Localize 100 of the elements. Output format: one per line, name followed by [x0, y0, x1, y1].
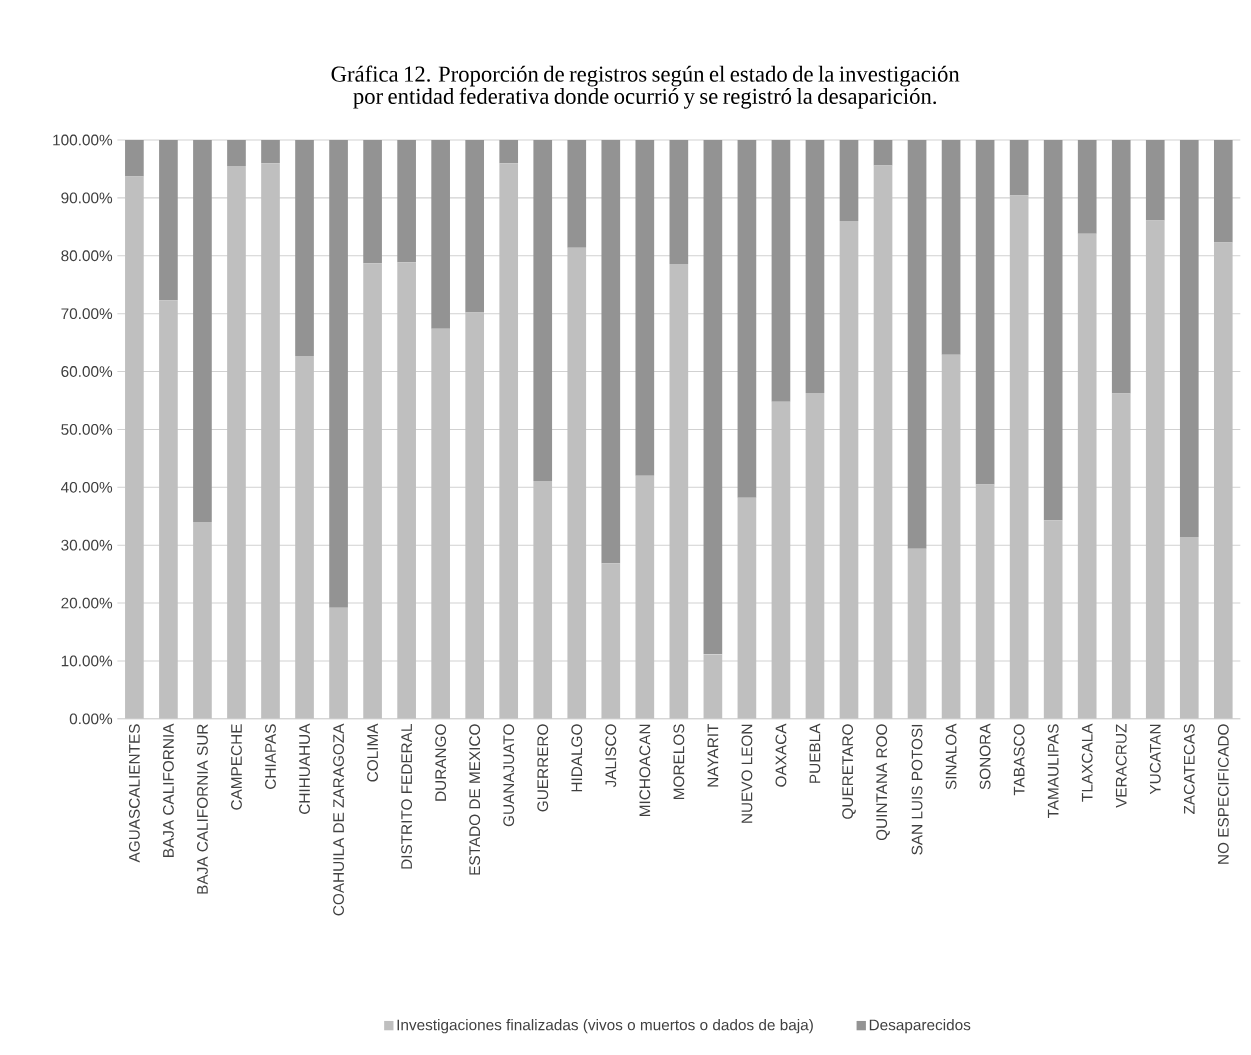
bar	[125, 176, 144, 719]
x-tick-label: ZACATECAS	[1183, 724, 1195, 814]
y-tick-label: 0.00%	[69, 713, 113, 725]
bar	[567, 247, 587, 719]
bar	[839, 140, 859, 222]
bar	[261, 140, 280, 164]
bar	[363, 263, 382, 719]
x-tick-label: NAYARIT	[707, 723, 719, 787]
bar	[1077, 140, 1097, 234]
bar	[941, 354, 961, 719]
x-tick-label: SONORA	[979, 723, 991, 790]
x-tick-label: BAJA CALIFORNIA	[162, 723, 174, 857]
x-tick-label: NO ESPECIFICADO	[1217, 724, 1229, 864]
x-tick-label: TABASCO	[1013, 724, 1025, 796]
bar	[499, 163, 519, 719]
bar	[1179, 537, 1199, 719]
bar	[839, 221, 859, 719]
bar	[975, 140, 995, 485]
bar	[635, 475, 655, 719]
x-tick-label: JALISCO	[605, 724, 617, 788]
bar	[975, 484, 995, 719]
y-tick-label: 60.00%	[61, 366, 113, 378]
bar	[227, 166, 246, 719]
bar	[907, 548, 927, 719]
bar	[227, 140, 246, 167]
bar	[363, 140, 382, 264]
bar	[703, 140, 723, 655]
x-tick-label: GUERRERO	[537, 724, 549, 812]
x-tick-label: YUCATAN	[1149, 724, 1161, 795]
bar	[1009, 140, 1029, 196]
x-tick-label: CAMPECHE	[231, 724, 242, 810]
bar	[329, 140, 348, 608]
x-tick-label: CHIAPAS	[265, 724, 276, 789]
bar	[193, 140, 212, 523]
x-tick-label: COAHUILA DE ZARAGOZA	[333, 723, 344, 916]
bar	[805, 140, 825, 393]
x-tick-label: NUEVO LEON	[741, 724, 753, 823]
x-tick-label: ESTADO DE MEXICO	[469, 724, 481, 875]
y-tick-label: 10.00%	[61, 655, 113, 667]
x-tick-label: VERACRUZ	[1115, 724, 1127, 808]
bar	[703, 654, 723, 719]
bar	[1213, 242, 1233, 719]
x-tick-label: QUERETARO	[842, 724, 856, 819]
bar	[159, 140, 178, 301]
x-tick-label: DURANGO	[435, 724, 447, 801]
x-tick-label: DISTRITO FEDERAL	[401, 724, 413, 869]
bar	[159, 300, 178, 719]
bar	[499, 140, 519, 164]
bar	[567, 140, 587, 248]
bar	[1043, 520, 1063, 719]
bar	[431, 328, 450, 719]
y-tick-label: 50.00%	[61, 424, 113, 435]
bar	[533, 140, 553, 481]
bar	[1145, 140, 1165, 221]
bar	[771, 401, 791, 719]
x-tick-label: MORELOS	[673, 724, 685, 800]
x-tick-label: COLIMA	[367, 723, 379, 782]
bar	[1111, 393, 1131, 719]
bar	[261, 163, 280, 719]
bar	[397, 140, 416, 263]
bar	[1077, 233, 1097, 719]
bar	[873, 140, 893, 166]
y-tick-label: 20.00%	[61, 597, 113, 609]
bar	[1043, 140, 1063, 521]
bar	[1009, 195, 1029, 719]
bar	[431, 140, 450, 329]
bar	[737, 140, 757, 498]
bar	[669, 263, 689, 719]
x-tick-label: OAXACA	[775, 723, 787, 787]
x-tick-label: MICHOACAN	[639, 724, 651, 817]
bar	[907, 140, 927, 549]
x-tick-label: TAMAULIPAS	[1047, 724, 1059, 819]
bar	[635, 140, 655, 476]
x-tick-label: HIDALGO	[571, 724, 583, 792]
bar	[125, 140, 144, 177]
y-tick-label: 70.00%	[61, 308, 113, 320]
bar	[1213, 140, 1233, 243]
y-tick-label: 90.00%	[61, 192, 113, 204]
x-tick-label: PUEBLA	[809, 723, 821, 783]
y-tick-label: 100.00%	[53, 134, 113, 146]
bar	[397, 262, 416, 719]
bar	[771, 140, 791, 402]
bar	[465, 312, 485, 719]
bar	[1145, 220, 1165, 719]
x-tick-label: SAN LUIS POTOSI	[911, 724, 923, 855]
x-tick-label: GUANAJUATO	[503, 724, 515, 827]
legend-label: Investigaciones finalizadas (vivos o muertos o dados de baja)	[397, 1019, 813, 1034]
x-tick-label: CHIHUAHUA	[299, 723, 310, 814]
y-tick-label: 80.00%	[61, 250, 113, 262]
bar	[465, 140, 485, 313]
legend-label: Desaparecidos	[869, 1019, 971, 1034]
bar	[601, 140, 621, 564]
chart-title: Gráfica 12. Proporción de registros según el estado de la investigación por entidad federativa donde ocurrió y se registró la desaparición.	[331, 65, 960, 109]
bar	[737, 497, 757, 719]
bar	[669, 140, 689, 264]
x-tick-label: BAJA CALIFORNIA SUR	[197, 724, 208, 894]
bar	[601, 563, 621, 719]
bar	[1179, 140, 1199, 538]
bar	[329, 607, 348, 719]
x-tick-label: SINALOA	[945, 723, 957, 790]
